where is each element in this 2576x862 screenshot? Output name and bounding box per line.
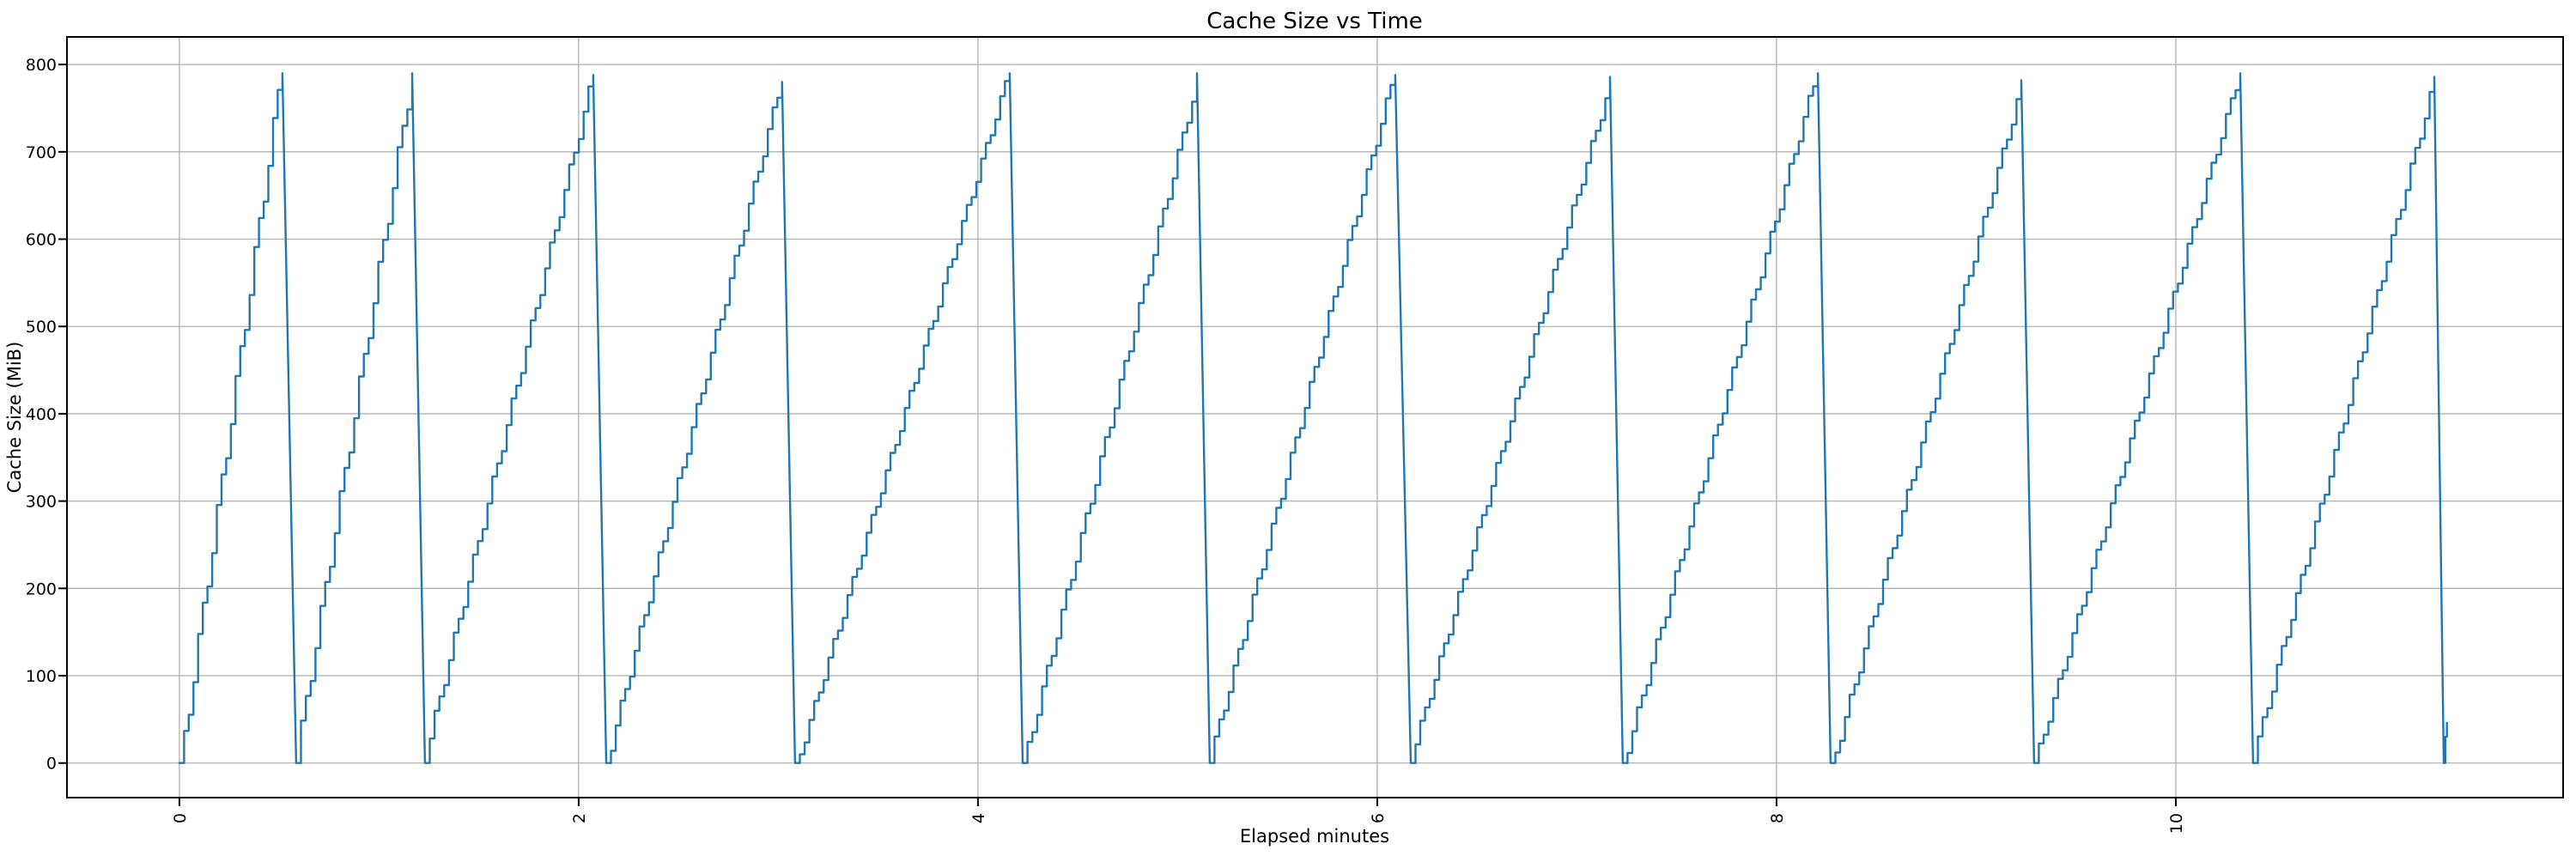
- plot-frame: [66, 36, 2564, 798]
- y-tick-label: 500: [26, 318, 57, 337]
- chart-title: Cache Size vs Time: [1206, 9, 1423, 34]
- x-tick-label: 4: [969, 813, 988, 823]
- y-tick-label: 200: [26, 580, 57, 598]
- y-tick-label: 100: [26, 667, 57, 686]
- y-tick-label: 300: [26, 493, 57, 512]
- x-tick-labels: 0 2 4 6 8 10: [171, 813, 2186, 834]
- y-tick-label: 400: [26, 405, 57, 424]
- y-axis-label: Cache Size (MiB): [4, 342, 25, 494]
- y-tick-label: 0: [46, 755, 57, 774]
- y-tick-labels: 0 100 200 300 400 500 600 700 800: [26, 56, 57, 774]
- y-tick-label: 700: [26, 143, 57, 162]
- x-tick-label: 8: [1768, 813, 1787, 823]
- y-tick-label: 800: [26, 56, 57, 75]
- y-tick-label: 600: [26, 231, 57, 250]
- x-tick-label: 10: [2167, 813, 2186, 834]
- x-tick-label: 6: [1369, 813, 1388, 823]
- tick-marks: [58, 64, 2177, 806]
- x-tick-label: 0: [171, 813, 190, 823]
- x-axis-label: Elapsed minutes: [1240, 826, 1389, 847]
- x-tick-label: 2: [570, 813, 589, 823]
- cache-size-series-line: [178, 72, 2448, 764]
- grid-lines: [67, 37, 2563, 798]
